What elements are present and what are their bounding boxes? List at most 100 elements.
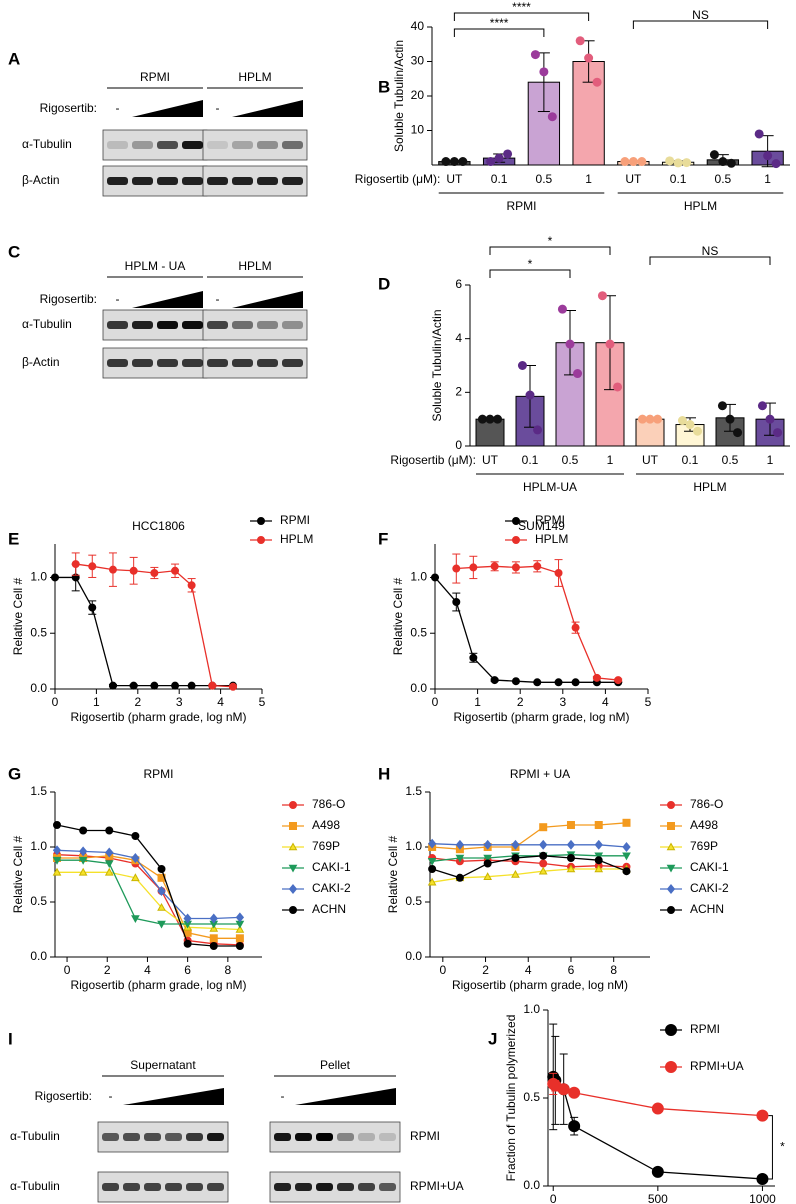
marker [469,653,478,662]
x-tick-label: 2 [104,963,111,977]
y-tick-label: 1.0 [410,570,427,584]
y-tick-label: 0.5 [410,625,427,639]
data-point [517,361,527,370]
x-axis-label: Rigosertib (pharm grade, log nM) [70,710,246,724]
data-point [486,157,496,167]
x-tick-label: 0.5 [715,172,732,186]
panel-letter: F [378,529,388,548]
series-line [57,871,240,931]
band [123,1183,140,1191]
marker [187,681,196,690]
panel-letter: I [8,1029,13,1048]
marker [512,536,520,544]
y-tick-label: 1.5 [405,784,422,798]
y-axis-label: Relative Cell # [11,577,25,655]
data-point [757,401,767,411]
x-tick-label: 2 [482,963,489,977]
marker [104,867,114,876]
x-tick-label: 6 [568,963,575,977]
y-axis-label: Fraction of Tubulin polymerized [504,1015,518,1182]
untreated-label: - [216,292,220,306]
significance-label: NS [692,8,709,22]
marker [622,842,631,852]
legend-label: RPMI [690,1022,720,1036]
marker [235,934,244,943]
significance-bracket [768,1115,773,1180]
marker [538,866,548,875]
series-line [456,565,619,681]
data-point [533,425,543,435]
series-line [552,1076,763,1180]
marker [469,563,478,572]
x-tick-label: 2 [517,695,524,709]
data-point [441,157,451,167]
band [337,1183,354,1191]
legend-label: CAKI-2 [690,881,729,895]
data-point [709,150,719,160]
row-label: α-Tubulin [22,137,72,151]
x-tick-label: 8 [224,963,231,977]
group-label: HPLM [684,199,717,213]
group-label: Pellet [320,1058,351,1072]
series-line [55,576,234,687]
legend-label: RPMI [535,513,565,527]
x-tick-label: 5 [645,695,652,709]
data-point [693,426,703,436]
band [207,321,228,329]
marker [131,915,140,924]
marker [105,847,114,858]
marker [483,872,493,880]
blot-strip [97,1171,229,1203]
band [282,177,303,185]
y-tick-label: 20 [411,88,425,102]
data-point [725,414,735,424]
series-line [434,577,619,683]
marker [52,845,62,856]
marker [452,598,461,606]
dose-wedge [132,100,203,117]
panel-letter: A [8,49,20,68]
marker [183,913,192,924]
marker [566,821,575,829]
data-point [733,428,743,438]
marker [665,1024,677,1036]
data-point [575,36,585,46]
x-tick-label: UT [625,172,642,186]
x-tick-label: 0.1 [522,453,539,467]
series-line [56,849,240,920]
marker [131,832,140,840]
marker [566,839,576,850]
marker [288,884,298,894]
marker [78,846,88,857]
legend-label: A498 [312,818,340,832]
marker [511,854,520,862]
x-tick-label: 3 [176,695,183,709]
x-tick-label: 1 [607,453,614,467]
panel-letter: G [8,764,21,783]
band [358,1183,375,1191]
y-tick-label: 40 [411,19,425,33]
data-point [494,153,504,163]
x-tick-label: 0 [550,1192,557,1204]
marker [455,873,464,882]
band [165,1183,182,1191]
x-tick-label: 0.1 [670,172,687,186]
x-tick-label: 0.5 [536,172,553,186]
marker [592,673,601,682]
marker [105,826,114,835]
x-tick-label: 1 [93,695,100,709]
x-tick-label: 500 [648,1192,668,1204]
y-tick-label: 0.0 [405,949,422,963]
band [274,1133,291,1141]
significance-bracket [632,20,769,29]
series-line [432,857,627,868]
marker [571,623,580,632]
data-point [449,157,459,167]
marker [235,924,245,933]
x-tick-label: 1 [767,453,774,467]
row-right-label: RPMI [410,1129,440,1143]
marker [594,821,603,829]
band [232,359,253,367]
significance-bracket [489,246,611,255]
legend-label: 769P [312,839,340,853]
